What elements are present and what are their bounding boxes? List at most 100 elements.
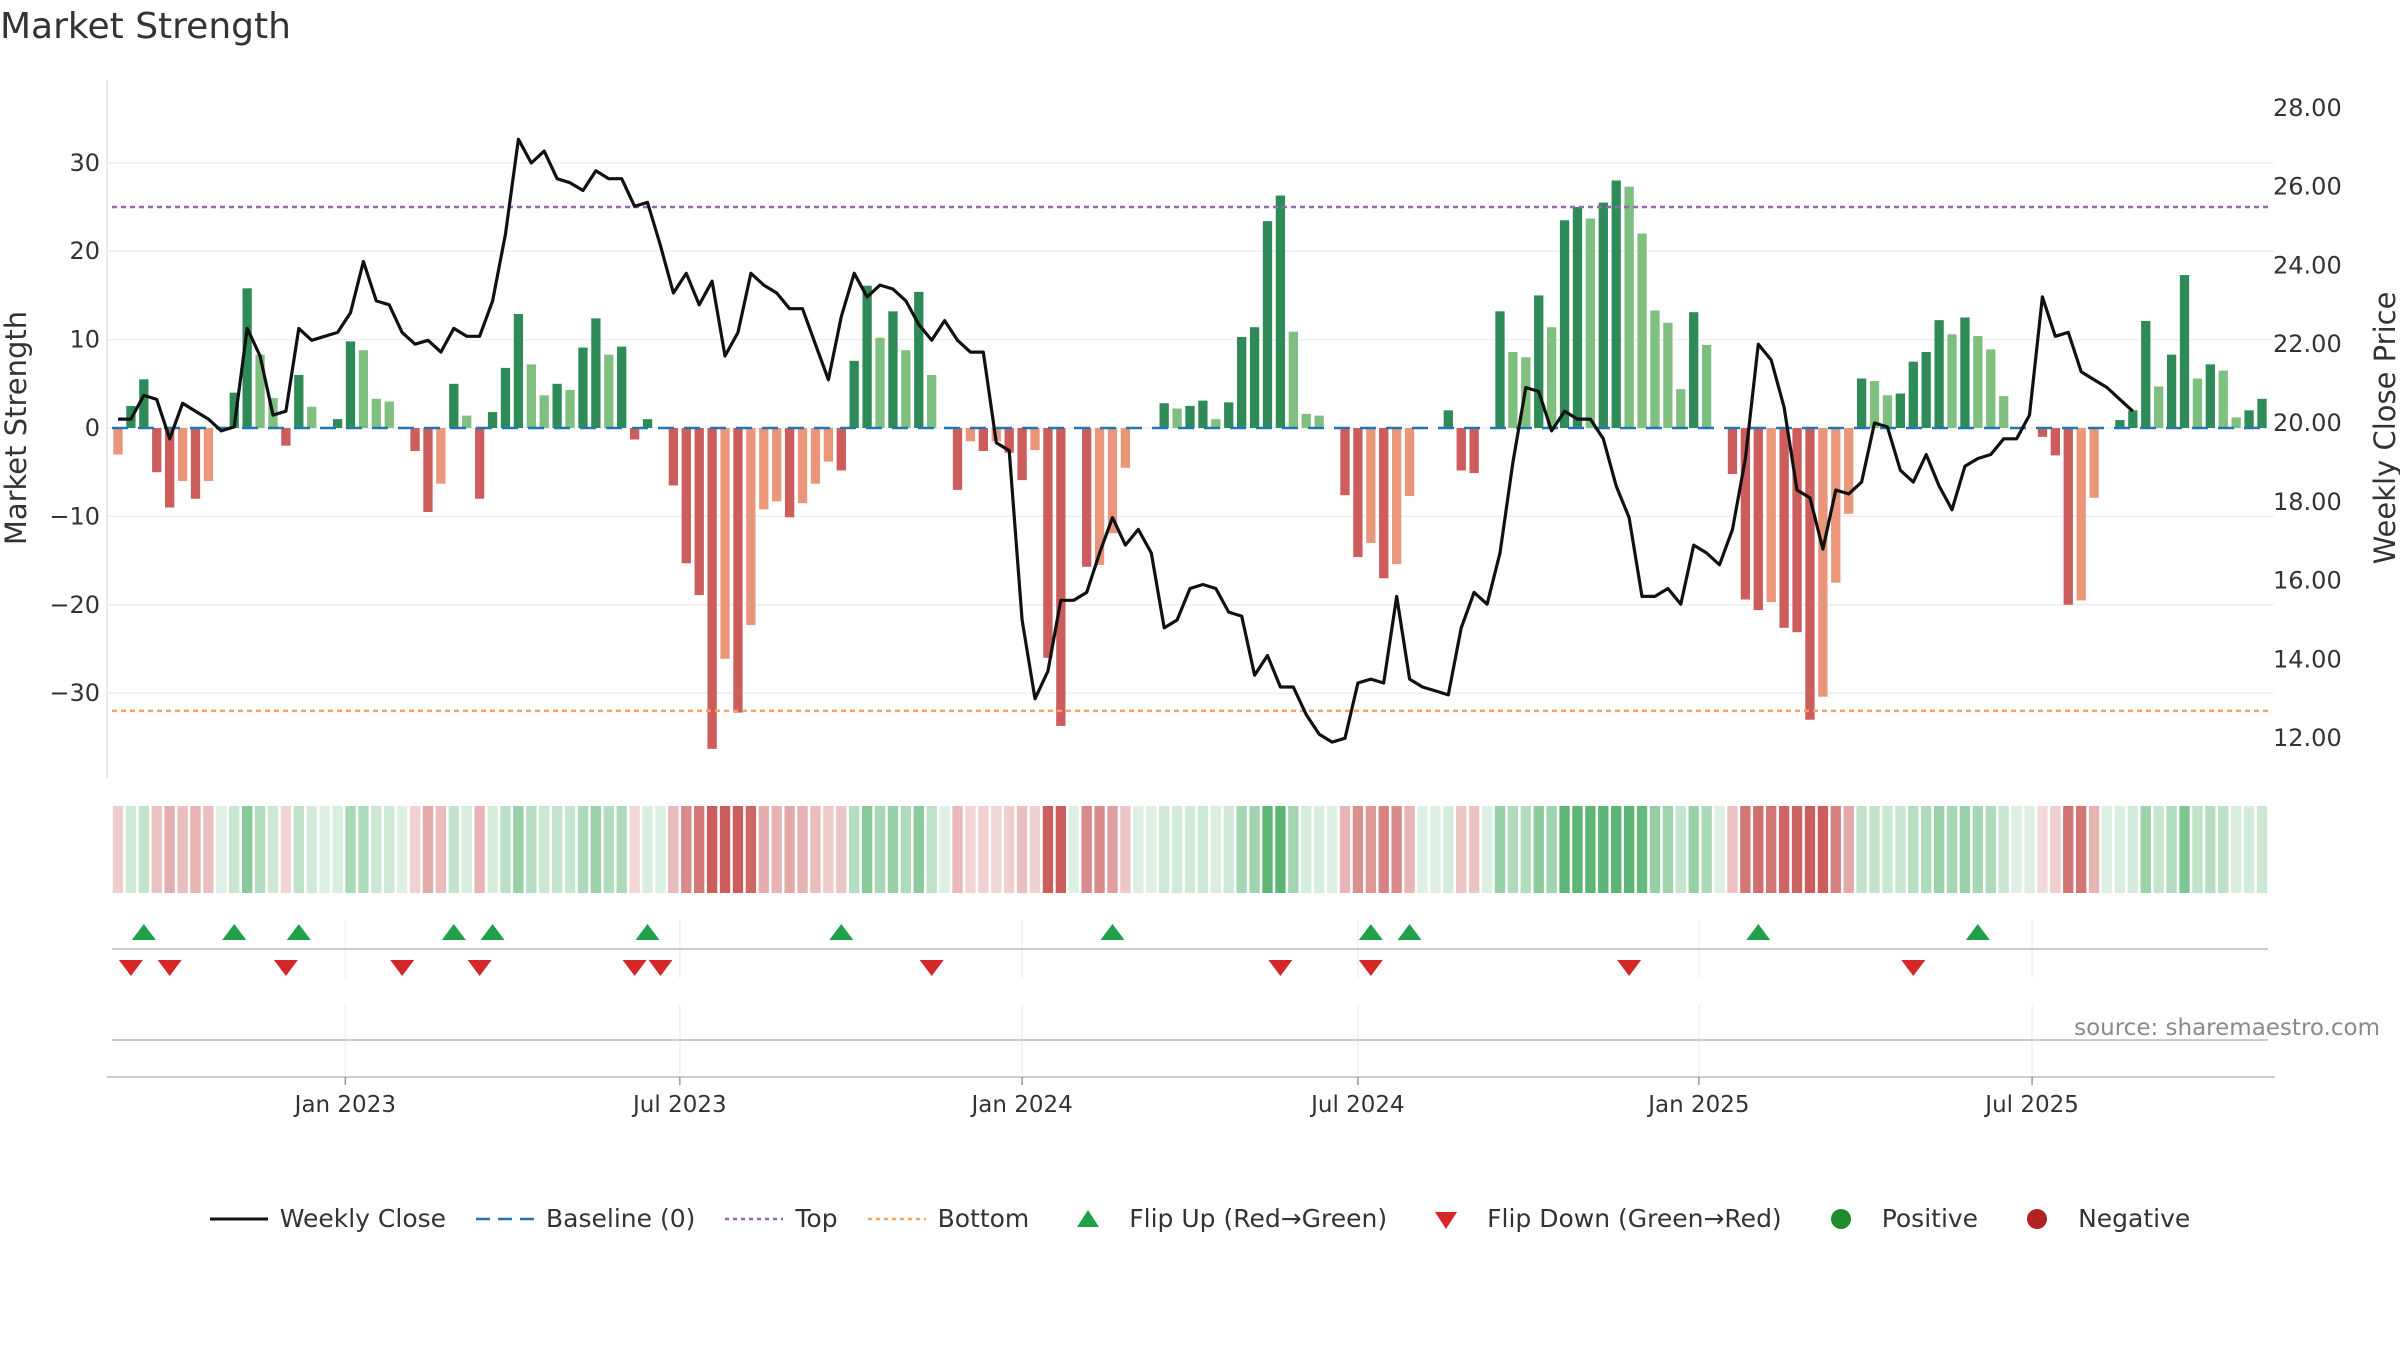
strength-bar — [1960, 317, 1970, 428]
legend: Weekly Close Baseline (0) Top Bottom Fli… — [0, 1204, 2400, 1233]
strength-bar — [203, 428, 214, 482]
strength-bar — [642, 419, 653, 428]
flip-up-marker — [1965, 924, 1990, 940]
legend-item-bottom[interactable]: Bottom — [867, 1204, 1029, 1233]
strength-bar — [746, 428, 756, 626]
strength-bar — [307, 406, 317, 428]
heat-cell — [151, 806, 162, 893]
flip-down-marker — [622, 960, 647, 976]
strength-bar — [255, 354, 265, 428]
dot-icon — [2008, 1205, 2066, 1233]
heat-cell — [1778, 806, 1790, 893]
heat-cell — [1921, 806, 1932, 893]
heat-cell — [1133, 806, 1144, 893]
strength-bar — [1056, 428, 1066, 726]
heat-cell — [513, 806, 524, 893]
legend-item-flip-down[interactable]: Flip Down (Green→Red) — [1417, 1204, 1782, 1233]
heat-cell — [1520, 806, 1531, 893]
heat-cell — [1313, 806, 1325, 893]
flip-down-marker — [919, 960, 944, 976]
heat-cell — [1275, 806, 1286, 893]
legend-label-flip-up: Flip Up (Red→Green) — [1129, 1204, 1388, 1233]
strength-bar — [1017, 428, 1027, 481]
strength-bar — [487, 412, 498, 428]
heat-cell — [1895, 806, 1906, 893]
strength-bar — [2205, 364, 2215, 428]
strength-bar — [1611, 180, 1621, 428]
legend-label-baseline: Baseline (0) — [546, 1204, 696, 1233]
strength-bar — [281, 428, 291, 446]
left-tick-label: −10 — [49, 502, 100, 530]
heat-cell — [1546, 806, 1557, 893]
legend-item-baseline[interactable]: Baseline (0) — [476, 1204, 695, 1233]
chart-title: Market Strength — [0, 6, 291, 47]
heat-cell — [991, 806, 1002, 893]
heat-cell — [913, 806, 924, 893]
heat-cell — [1210, 806, 1221, 893]
strength-bar — [1275, 195, 1286, 428]
heat-cell — [293, 806, 304, 893]
legend-item-top[interactable]: Top — [725, 1204, 838, 1233]
strength-bar — [552, 383, 562, 428]
heat-cell — [1443, 806, 1454, 893]
strength-bar — [2179, 275, 2190, 428]
legend-item-close[interactable]: Weekly Close — [209, 1204, 446, 1233]
strength-bar — [1185, 405, 1195, 428]
strength-bar — [1882, 395, 1893, 428]
strength-bar — [1766, 428, 1776, 603]
heat-cell — [823, 806, 834, 893]
strength-bar — [345, 341, 356, 428]
right-tick-label: 24.00 — [2273, 251, 2342, 279]
flip-down-marker — [648, 960, 673, 976]
strength-bar — [436, 428, 446, 484]
heat-cell — [2101, 806, 2113, 893]
heat-cell — [551, 806, 563, 893]
heat-cell — [849, 806, 860, 893]
strength-bar — [229, 392, 239, 428]
strength-bar — [1082, 428, 1092, 567]
heat-cell — [1727, 806, 1738, 893]
heat-cell — [1533, 806, 1544, 893]
strength-bar — [1495, 311, 1505, 428]
legend-item-negative[interactable]: Negative — [2008, 1204, 2190, 1233]
strength-bar — [759, 428, 769, 510]
strength-bar — [2244, 410, 2254, 428]
heat-cell — [1339, 806, 1351, 893]
strength-bar — [1856, 378, 1867, 428]
heat-cell — [2205, 806, 2216, 893]
strength-bar — [1534, 295, 1544, 428]
strength-bar — [2037, 428, 2048, 437]
flip-up-marker — [635, 924, 660, 940]
heat-cell — [1081, 806, 1092, 893]
heat-cell — [655, 806, 666, 893]
flip-up-marker — [1397, 924, 1422, 940]
strength-bar — [694, 428, 704, 596]
strength-bar — [1249, 327, 1260, 428]
heat-cell — [1159, 806, 1170, 893]
heat-cell — [138, 806, 149, 893]
strength-bar — [526, 364, 536, 428]
strength-bar — [1288, 331, 1298, 428]
flip-up-marker — [222, 924, 247, 940]
legend-item-positive[interactable]: Positive — [1812, 1204, 1978, 1233]
flip-up-marker — [1100, 924, 1125, 940]
heat-cell — [1830, 806, 1841, 893]
x-tick-label: Jan 2025 — [1646, 1092, 1749, 1118]
heat-cell — [241, 806, 253, 893]
heat-cell — [616, 806, 627, 893]
strength-bar — [1947, 334, 1957, 428]
strength-bar — [565, 389, 575, 428]
strength-bar — [1973, 336, 1983, 428]
strength-bar — [2192, 378, 2203, 428]
strength-bar — [294, 374, 304, 428]
legend-item-flip-up[interactable]: Flip Up (Red→Green) — [1059, 1204, 1387, 1233]
heat-cell — [2243, 806, 2255, 893]
heat-cell — [2179, 806, 2190, 893]
strength-bar — [901, 350, 911, 428]
heat-cell — [577, 806, 589, 893]
strength-bar — [1030, 428, 1040, 451]
heat-cell — [1262, 806, 1273, 893]
strength-bar — [617, 346, 627, 428]
heat-cell — [500, 806, 511, 893]
strength-bar — [1805, 428, 1815, 720]
